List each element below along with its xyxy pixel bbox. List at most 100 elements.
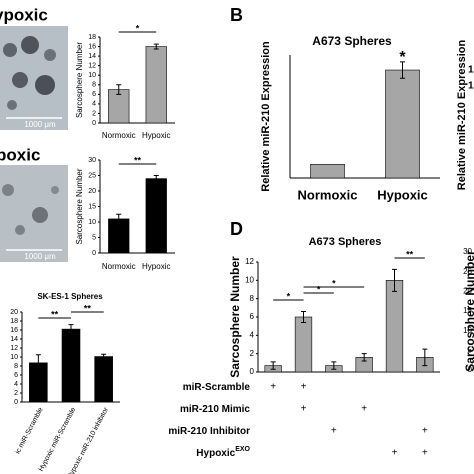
y-tick-label: 18 [10,318,18,325]
y-tick-label: 15 [88,203,96,210]
bar [310,164,345,179]
y-tick-label: 8 [14,363,18,370]
y-tick-label: 6 [14,372,18,379]
chart-title: A673 Spheres [309,236,382,248]
y-tick-label: 15 [463,306,472,315]
y-axis-label: Relative miR-210 Expression [260,41,272,192]
y-tick-label: 1 [468,81,474,92]
error-bar [116,213,122,225]
y-tick-label: 6 [250,312,255,321]
row-label: HypoxicEXO [196,446,250,459]
error-bar [68,324,74,335]
y-axis-label: Relative miR-210 Expression [456,40,468,191]
y-tick-label: 2 [92,110,96,117]
y-tick-label: 12 [245,257,254,266]
row-sign: + [392,448,398,459]
y-axis-label: Sarcosphere Number [75,168,84,244]
row-label-text: miR-210 Mimic [180,404,250,415]
row-sign: + [301,404,307,415]
y-tick-label: 10 [10,354,18,361]
micrograph: 1000 μm [0,165,68,262]
image-title: ypoxic [0,5,48,24]
error-bar [101,353,107,360]
y-tick-label: 4 [250,330,255,339]
y-tick-label: 4 [14,381,18,388]
row-label-text: miR-Scramble [183,382,251,393]
y-tick-label: 0 [250,367,255,376]
bar [145,46,167,124]
significance-label: * [287,291,291,301]
row-sign: + [331,426,337,437]
significance-label: * [399,49,406,66]
error-bar [392,268,397,292]
y-tick-label: 10 [88,219,96,226]
y-tick-label: 18 [88,34,96,41]
y-tick-label: 8 [92,82,96,89]
significance-label: * [332,278,336,288]
row-label-superscript: EXO [235,446,250,453]
bar [385,280,404,373]
y-tick-label: 16 [88,43,96,50]
y-tick-label: 2 [14,390,18,397]
y-tick-label: 12 [88,63,96,70]
y-tick-label: 5 [468,345,473,354]
y-tick-label: 30 [463,247,472,256]
y-tick-label: 4 [92,101,96,108]
bar [385,69,420,179]
y-tick-label: 20 [10,309,18,316]
error-bar [331,361,337,370]
error-bar [422,348,428,367]
y-axis-label: Sarcosphere Number [463,250,474,372]
row-sign: + [422,448,428,459]
y-tick-label: 0 [92,250,96,257]
significance-label: * [317,284,321,294]
scale-label: 1000 μm [24,252,56,261]
x-tick-label: Hypoxic miR-Scramble [38,406,78,472]
y-tick-label: 20 [88,188,96,195]
row-sign: + [422,426,428,437]
bar [61,328,81,403]
row-label: miR-210 Mimic [180,404,250,415]
chart-title: SK-ES-1 Spheres [37,292,103,301]
error-bar [116,84,122,95]
error-bar [153,175,159,183]
y-tick-label: 25 [463,267,472,276]
panel-label: D [230,219,243,239]
micrograph: 1000 μm [0,26,68,130]
significance-label: ** [134,155,142,165]
error-bar [361,353,367,362]
y-tick-label: 25 [88,172,96,179]
y-axis-label: Sarcosphere Number [228,256,242,378]
y-tick-label: 30 [88,157,96,164]
bar [145,178,167,254]
y-tick-label: 8 [250,294,255,303]
bar [94,356,113,403]
y-tick-label: 0 [468,365,473,374]
row-label: miR-Scramble [183,382,251,393]
row-sign: + [361,404,367,415]
y-tick-label: 10 [245,275,254,284]
y-tick-label: 10 [88,72,96,79]
y-tick-label: 16 [10,327,18,334]
x-tick-label: Hypoxic [142,131,170,140]
error-bar [153,43,159,50]
y-axis-label: Sarcosphere Number [75,42,84,118]
image-title: poxic [0,145,40,164]
significance-label: ** [84,303,92,313]
y-tick-label: 12 [10,345,18,352]
error-bar [270,361,276,370]
row-sign: + [301,382,307,393]
significance-label: * [136,23,140,33]
y-tick-label: 10 [463,326,472,335]
error-bar [301,311,306,323]
significance-label: ** [406,249,414,259]
y-tick-label: 0 [92,120,96,127]
x-tick-label: Normoxic [102,131,136,140]
y-tick-label: 14 [88,53,96,60]
x-tick-label: Hypoxic [377,187,428,202]
row-label-text: Hypoxic [196,448,235,459]
x-tick-label: Normoxic [298,187,358,202]
error-bar [35,354,41,372]
x-tick-label: ic miR-Scramble [14,406,44,455]
